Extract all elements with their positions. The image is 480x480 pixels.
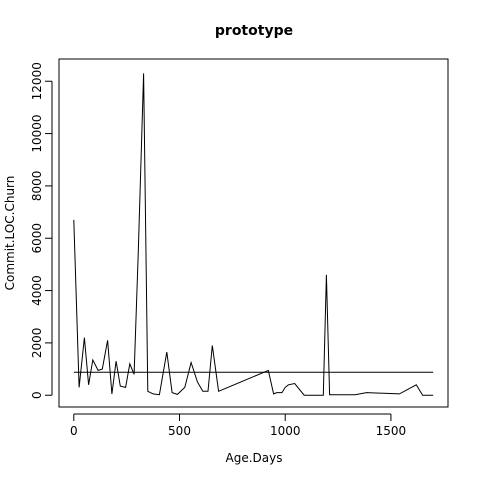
y-tick-label-2: 4000 [30, 275, 44, 306]
series-layer [73, 73, 434, 396]
x-tick-label-2: 1000 [270, 424, 301, 438]
y-tick-label-5: 10000 [30, 114, 44, 152]
series-line-churn [73, 73, 434, 396]
y-tick-label-4: 8000 [30, 171, 44, 202]
x-axis-label: Age.Days [226, 451, 283, 465]
y-tick-label-3: 6000 [30, 223, 44, 254]
y-axis: 0 2000 4000 6000 8000 10000 12000 [30, 62, 53, 399]
y-axis-label: Commit.LOC.Churn [3, 176, 17, 291]
y-tick-label-0: 0 [30, 391, 44, 399]
x-tick-label-3: 1500 [376, 424, 407, 438]
y-tick-label-1: 2000 [30, 328, 44, 359]
x-axis: 0 500 1000 1500 [70, 413, 407, 438]
y-tick-label-6: 12000 [30, 62, 44, 100]
plot-frame [58, 58, 449, 408]
x-tick-label-0: 0 [70, 424, 78, 438]
chart-title: prototype [215, 23, 293, 39]
x-tick-label-1: 500 [168, 424, 191, 438]
